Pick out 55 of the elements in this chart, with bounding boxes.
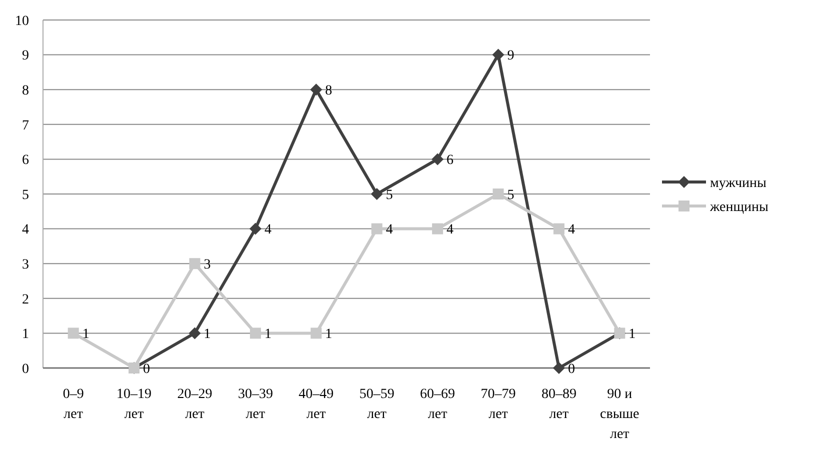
data-label: 9: [507, 48, 514, 64]
legend-label: женщины: [709, 200, 769, 215]
data-label: 1: [204, 327, 211, 342]
point: [68, 328, 79, 339]
point: [250, 328, 261, 339]
data-label: 1: [325, 327, 332, 342]
y-tick-label: 6: [22, 153, 29, 168]
y-tick-label: 10: [15, 14, 29, 29]
point: [188, 327, 201, 340]
y-tick-label: 8: [22, 84, 29, 98]
point: [552, 362, 565, 374]
data-label: 5: [507, 188, 514, 203]
y-tick-label: 3: [22, 258, 29, 272]
x-tick-label: 60–69 лет: [420, 387, 456, 422]
data-label: 8: [325, 84, 332, 98]
point: [249, 222, 262, 235]
data-label: 3: [204, 258, 211, 272]
x-tick-label: 70–79 лет: [480, 387, 516, 422]
x-tick-label: 50–59 лет: [359, 387, 394, 422]
y-tick-label: 9: [22, 48, 29, 64]
x-tick-label: 90 и свыше лет: [600, 387, 640, 442]
data-label: 4: [386, 222, 393, 238]
x-tick-label: 10–19 лет: [116, 387, 152, 422]
x-tick-label: 0–9 лет: [62, 387, 84, 422]
y-tick-label: 5: [22, 188, 29, 203]
data-label: 0: [568, 362, 575, 377]
point: [432, 223, 444, 234]
point: [371, 223, 382, 234]
y-tick-label: 7: [22, 118, 29, 134]
data-label: 6: [446, 153, 454, 168]
data-label: 5: [386, 188, 393, 203]
y-tick-label: 4: [22, 222, 29, 238]
data-label: 4: [264, 222, 272, 238]
data-label: 0: [143, 362, 150, 377]
data-label: 4: [446, 222, 454, 238]
point: [492, 188, 504, 200]
y-tick-label: 0: [22, 362, 29, 377]
data-label: 4: [568, 222, 575, 238]
y-tick-label: 1: [22, 327, 29, 342]
x-tick-label: 40–49 лет: [298, 387, 334, 422]
point: [553, 223, 564, 234]
x-tick-label: 30–39 лет: [238, 387, 273, 422]
point: [432, 153, 444, 166]
x-tick-label: 20–29 лет: [177, 387, 212, 422]
y-tick-label: 2: [22, 292, 29, 308]
data-label: 1: [264, 327, 272, 342]
point: [189, 258, 200, 270]
data-label: 1: [82, 327, 90, 342]
point: [310, 84, 322, 96]
x-tick-label: 80–89 лет: [541, 387, 576, 422]
point: [492, 48, 504, 61]
data-label: 1: [628, 327, 636, 342]
point: [370, 188, 383, 200]
legend-label: мужчины: [710, 176, 768, 191]
point: [310, 328, 322, 339]
